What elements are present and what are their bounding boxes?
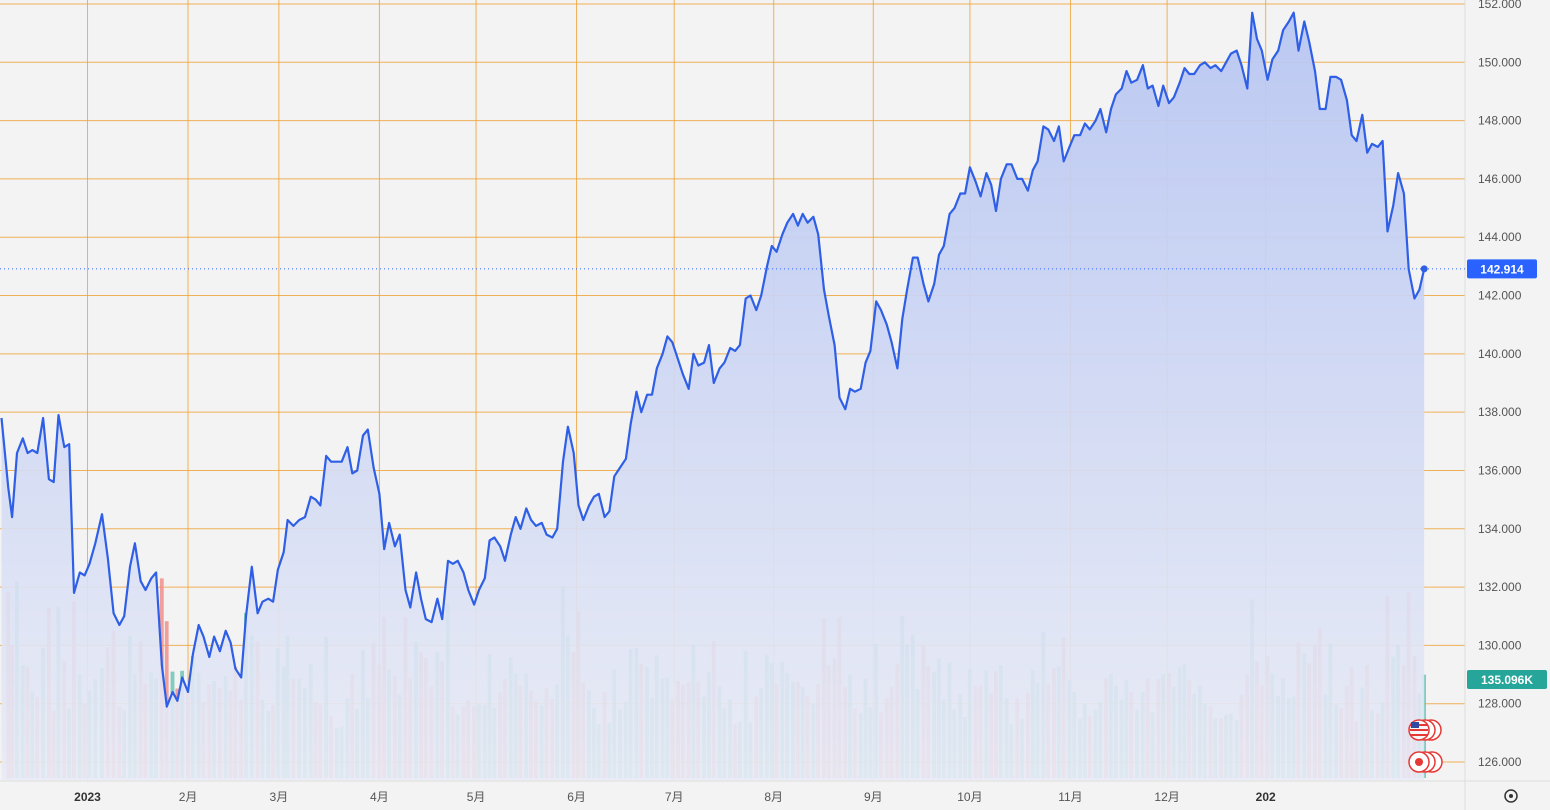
time-tick-label: 2月: [179, 790, 198, 804]
price-tick-label: 134.000: [1478, 522, 1522, 536]
time-tick-label: 202: [1256, 790, 1276, 804]
us-flag-event-icon[interactable]: [1408, 719, 1442, 741]
time-tick-label: 2023: [74, 790, 101, 804]
settings-icon[interactable]: [1504, 789, 1518, 803]
price-tick-label: 126.000: [1478, 755, 1522, 769]
price-line[interactable]: [0, 11, 1426, 708]
price-axis[interactable]: 152.000 150.000 148.000 146.000 144.000 142.0…: [1478, 0, 1522, 769]
economic-event-markers[interactable]: [1408, 719, 1443, 773]
last-price-badge: 142.914: [1467, 259, 1537, 279]
price-tick-label: 138.000: [1478, 405, 1522, 419]
last-volume-label: 135.096K: [1481, 673, 1533, 687]
time-tick-label: 12月: [1154, 790, 1179, 804]
last-price-label: 142.914: [1480, 262, 1524, 276]
time-tick-label: 5月: [467, 790, 486, 804]
last-volume-badge: 135.096K: [1467, 670, 1547, 689]
time-tick-label: 10月: [957, 790, 982, 804]
last-price-dot: [1420, 265, 1428, 273]
price-tick-label: 150.000: [1478, 55, 1522, 69]
time-tick-label: 11月: [1058, 790, 1082, 804]
time-tick-label: 6月: [567, 790, 586, 804]
price-tick-label: 146.000: [1478, 172, 1522, 186]
time-tick-label: 3月: [270, 790, 289, 804]
time-tick-label: 9月: [864, 790, 883, 804]
time-tick-label: 8月: [764, 790, 783, 804]
price-tick-label: 132.000: [1478, 580, 1522, 594]
price-area-fill: [1, 12, 1425, 780]
price-tick-label: 140.000: [1478, 347, 1522, 361]
japan-flag-event-icon[interactable]: [1408, 751, 1443, 773]
price-tick-label: 144.000: [1478, 230, 1522, 244]
price-tick-label: 142.000: [1478, 289, 1522, 303]
price-tick-label: 148.000: [1478, 114, 1522, 128]
time-tick-label: 4月: [370, 790, 389, 804]
price-tick-label: 128.000: [1478, 697, 1522, 711]
time-tick-label: 7月: [665, 790, 684, 804]
time-axis[interactable]: 12月20232月3月4月5月6月7月8月9月10月11月12月202: [0, 790, 1276, 804]
price-tick-label: 136.000: [1478, 463, 1522, 477]
price-tick-label: 152.000: [1478, 0, 1522, 11]
price-tick-label: 130.000: [1478, 638, 1522, 652]
